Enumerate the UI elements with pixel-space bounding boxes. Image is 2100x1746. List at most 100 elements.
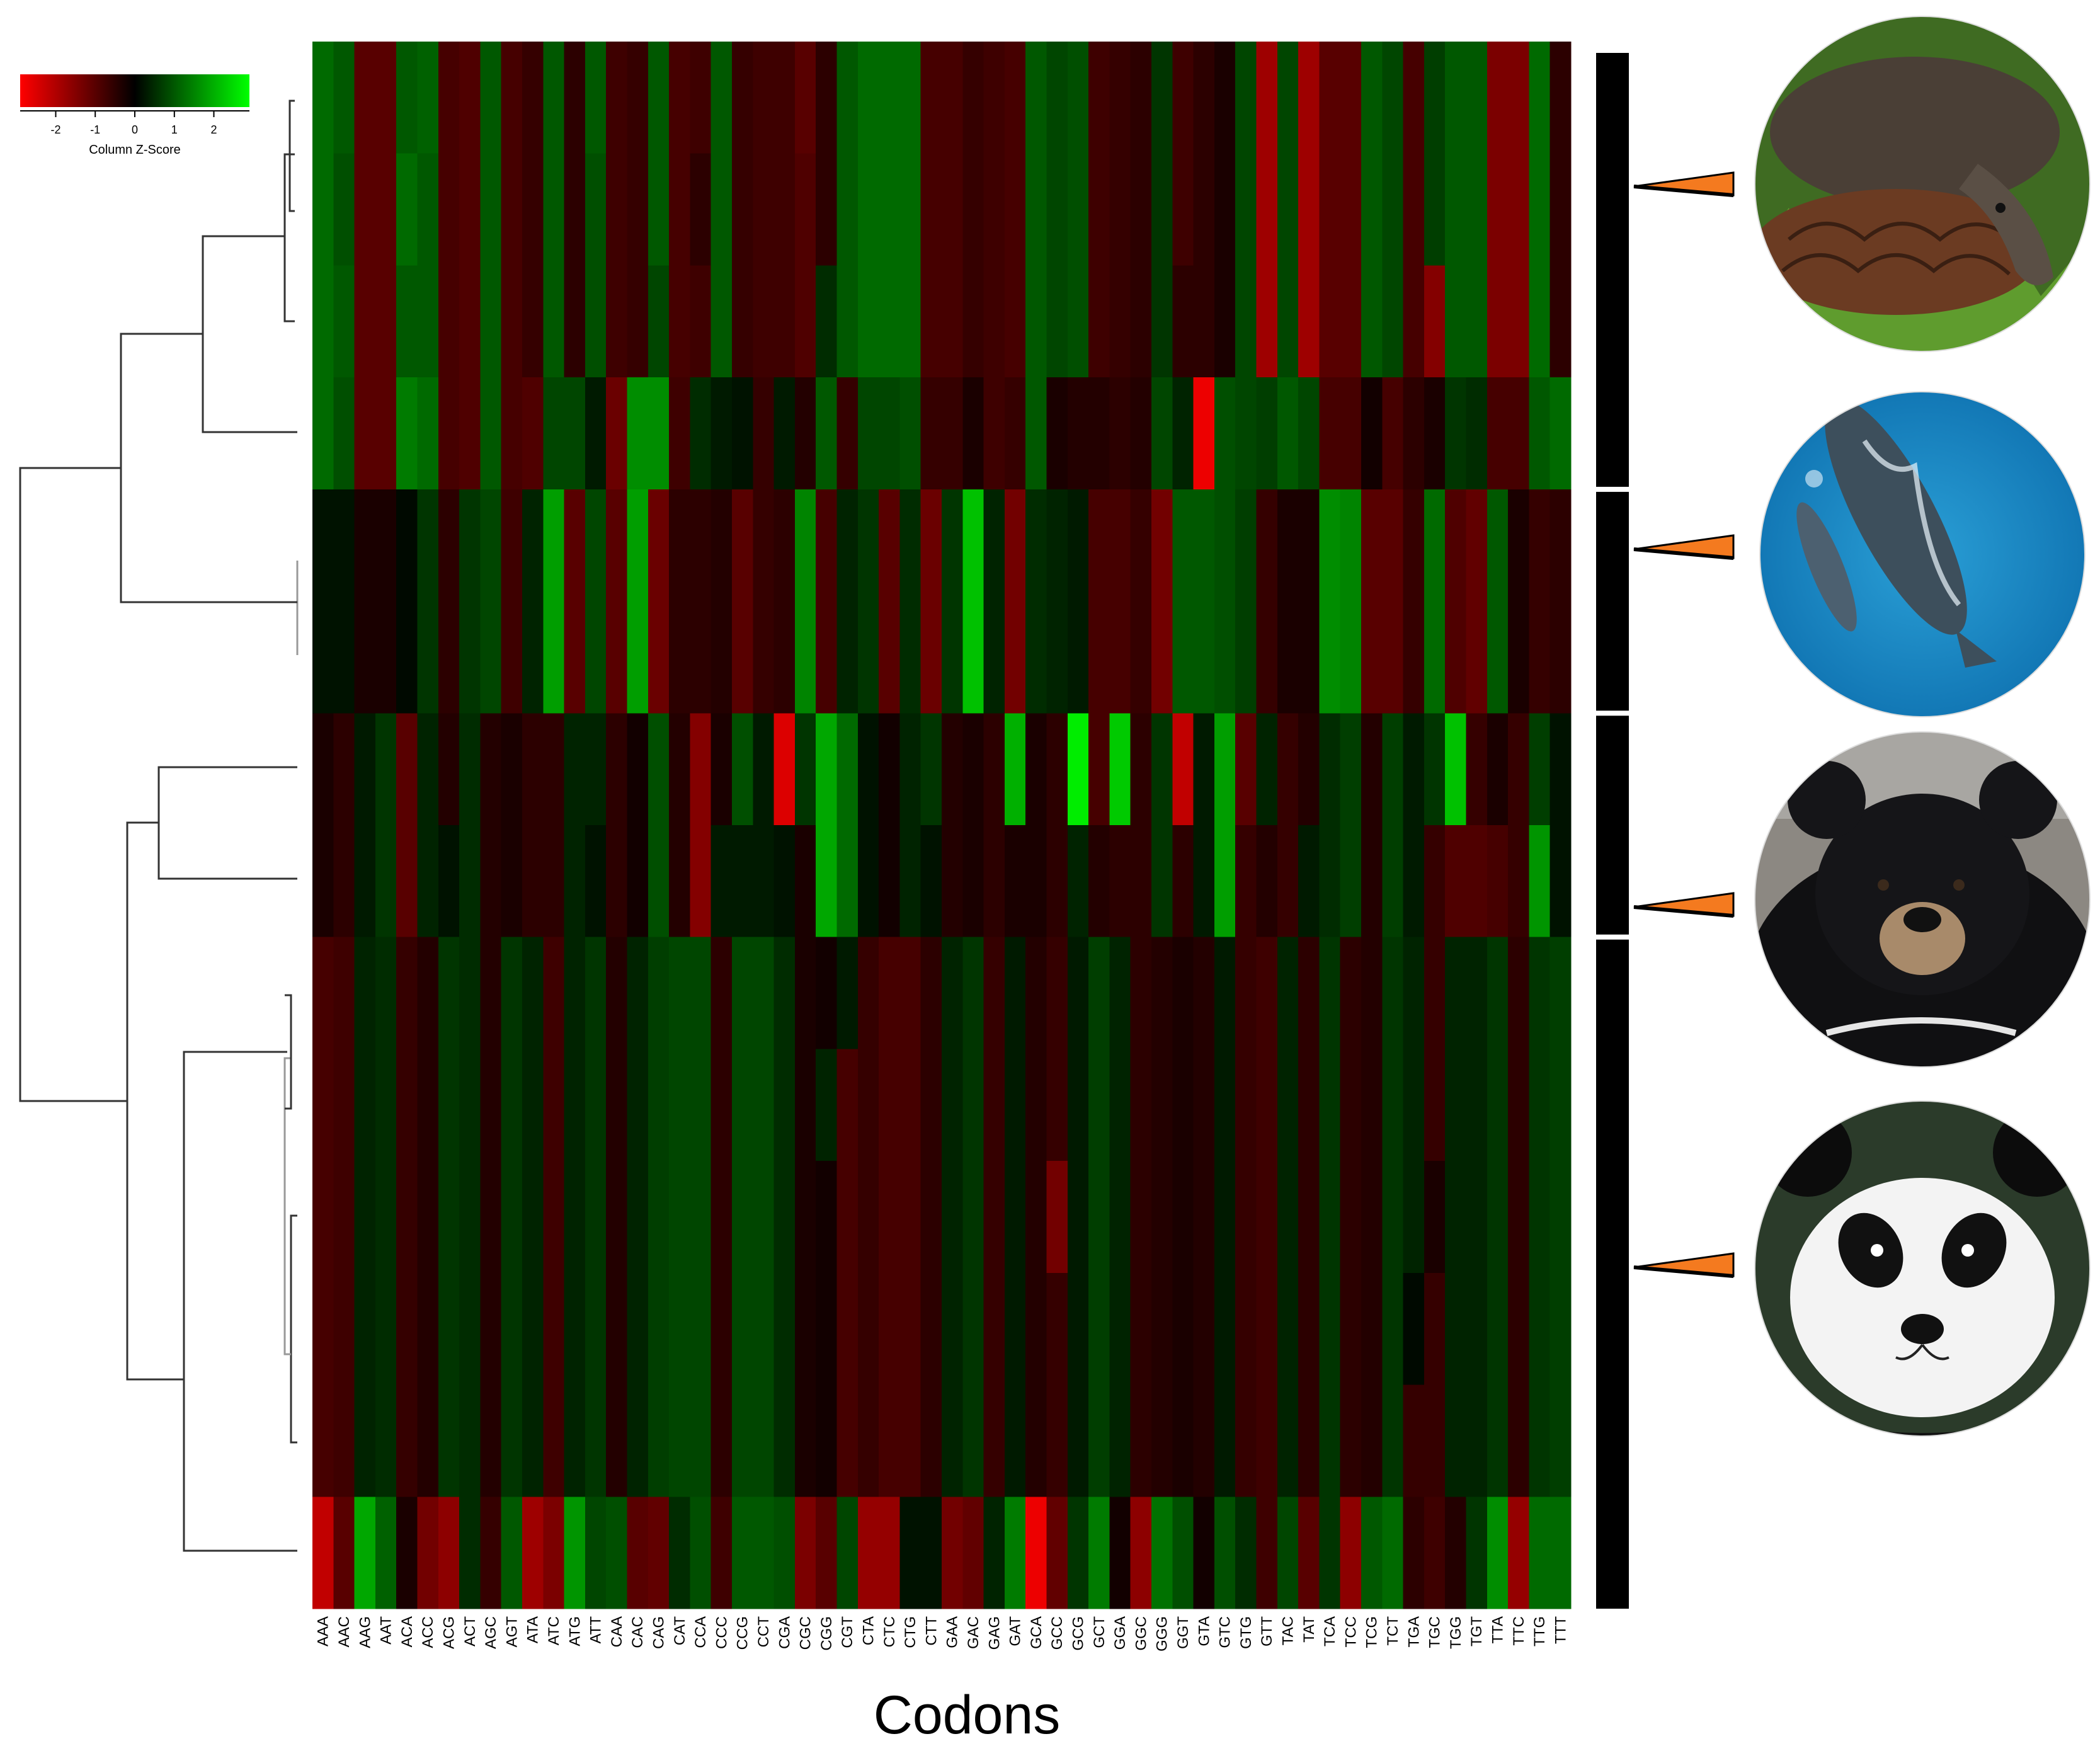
column-label: CAA: [608, 1616, 625, 1647]
heatmap-cell: [1361, 377, 1383, 490]
heatmap-cell: [879, 1497, 900, 1609]
heatmap-cell: [920, 1384, 942, 1497]
heatmap-cell: [375, 937, 397, 1050]
heatmap-cell: [899, 1497, 922, 1609]
heatmap-cell: [899, 42, 922, 154]
group-bars: [1596, 53, 1629, 1609]
heatmap-cell: [438, 1272, 460, 1386]
heatmap-cell: [899, 1272, 922, 1386]
heatmap-cell: [1193, 1497, 1215, 1609]
heatmap-cell: [1256, 713, 1278, 826]
heatmap-cell: [1445, 601, 1467, 714]
column-labels: AAA AAC AAG AAT ACA ACC ACG ACT AGC AGT ATA ATC ATG A…: [315, 1616, 1570, 1652]
column-label: TGG: [1447, 1616, 1464, 1649]
heatmap-cell: [1361, 825, 1383, 938]
heatmap-cell: [1193, 153, 1215, 266]
heatmap-cell: [417, 937, 439, 1050]
heatmap-cell: [920, 1497, 942, 1609]
heatmap-cell: [773, 825, 796, 938]
heatmap-cell: [375, 42, 397, 154]
heatmap-cell: [1004, 713, 1026, 826]
heatmap-cell: [1130, 153, 1152, 266]
heatmap-cell: [879, 42, 900, 154]
heatmap-cell: [627, 377, 649, 490]
column-label: CTT: [923, 1616, 940, 1646]
heatmap-cell: [1256, 1049, 1278, 1161]
heatmap-cell: [1067, 1161, 1089, 1274]
heatmap-cell: [480, 825, 502, 938]
heatmap-cell: [1235, 825, 1257, 938]
heatmap-cell: [1382, 1161, 1404, 1274]
heatmap-cell: [1319, 1272, 1341, 1386]
heatmap-cell: [501, 937, 523, 1050]
heatmap-cell: [417, 825, 439, 938]
heatmap-cell: [669, 265, 690, 378]
column-label: TCA: [1321, 1616, 1338, 1646]
heatmap-cell: [1445, 1497, 1467, 1609]
heatmap-cell: [375, 1497, 397, 1609]
heatmap-cell: [1424, 1161, 1446, 1274]
color-key-tick-label: -1: [90, 123, 100, 136]
heatmap-cell: [690, 713, 712, 826]
heatmap-cell: [543, 937, 565, 1050]
heatmap-cell: [438, 713, 460, 826]
heatmap-cell: [648, 42, 670, 154]
whale-photo: [1760, 392, 2085, 717]
heatmap-cell: [1529, 1049, 1551, 1161]
heatmap-cell: [1361, 937, 1383, 1050]
heatmap-cell: [1214, 601, 1236, 714]
heatmap-cell: [942, 1161, 963, 1274]
heatmap-cell: [1088, 1497, 1110, 1609]
heatmap-cell: [1172, 489, 1194, 602]
heatmap-cell: [1487, 265, 1509, 378]
heatmap-cell: [1004, 825, 1026, 938]
heatmap-cell: [1214, 1384, 1236, 1497]
heatmap-cell: [773, 265, 796, 378]
heatmap-cell: [1508, 1049, 1529, 1161]
heatmap-cell: [459, 377, 481, 490]
heatmap-cell: [1549, 1272, 1572, 1386]
heatmap-cell: [1235, 265, 1257, 378]
heatmap-cell: [1172, 1497, 1194, 1609]
heatmap-cell: [690, 937, 712, 1050]
heatmap-cell: [312, 377, 334, 490]
heatmap-cell: [354, 265, 376, 378]
heatmap-cell: [857, 713, 879, 826]
column-label: TAT: [1301, 1616, 1318, 1643]
heatmap-cell: [501, 153, 523, 266]
heatmap-cell: [459, 937, 481, 1050]
heatmap-cell: [1172, 42, 1194, 154]
heatmap-cell: [1361, 153, 1383, 266]
heatmap-cell: [459, 713, 481, 826]
heatmap-cell: [1088, 377, 1110, 490]
heatmap-cell: [522, 713, 544, 826]
heatmap-cell: [836, 601, 859, 714]
heatmap-cell: [1256, 153, 1278, 266]
heatmap-cell: [312, 1049, 334, 1161]
heatmap-cell: [396, 601, 418, 714]
heatmap-cell: [438, 377, 460, 490]
heatmap-cell: [1025, 265, 1047, 378]
heatmap-cell: [1298, 1384, 1320, 1497]
heatmap-cell: [836, 1384, 859, 1497]
heatmap-cell: [522, 937, 544, 1050]
dendrogram-branch: [288, 100, 295, 212]
heatmap-cell: [459, 1272, 481, 1386]
heatmap-cell: [522, 1272, 544, 1386]
heatmap-cell: [1046, 1497, 1068, 1609]
heatmap-cell: [1172, 1272, 1194, 1386]
heatmap-cell: [396, 153, 418, 266]
heatmap-cell: [1004, 153, 1026, 266]
heatmap-cell: [1466, 265, 1488, 378]
heatmap-cell: [857, 153, 879, 266]
heatmap-cell: [1508, 937, 1529, 1050]
heatmap-cell: [312, 601, 334, 714]
heatmap-cell: [962, 713, 984, 826]
heatmap-cell: [1424, 713, 1446, 826]
heatmap-cell: [1172, 377, 1194, 490]
heatmap-cell: [710, 1272, 733, 1386]
heatmap-cell: [753, 489, 775, 602]
heatmap-cell: [438, 265, 460, 378]
heatmap-cell: [1067, 42, 1089, 154]
heatmap-cell: [354, 601, 376, 714]
